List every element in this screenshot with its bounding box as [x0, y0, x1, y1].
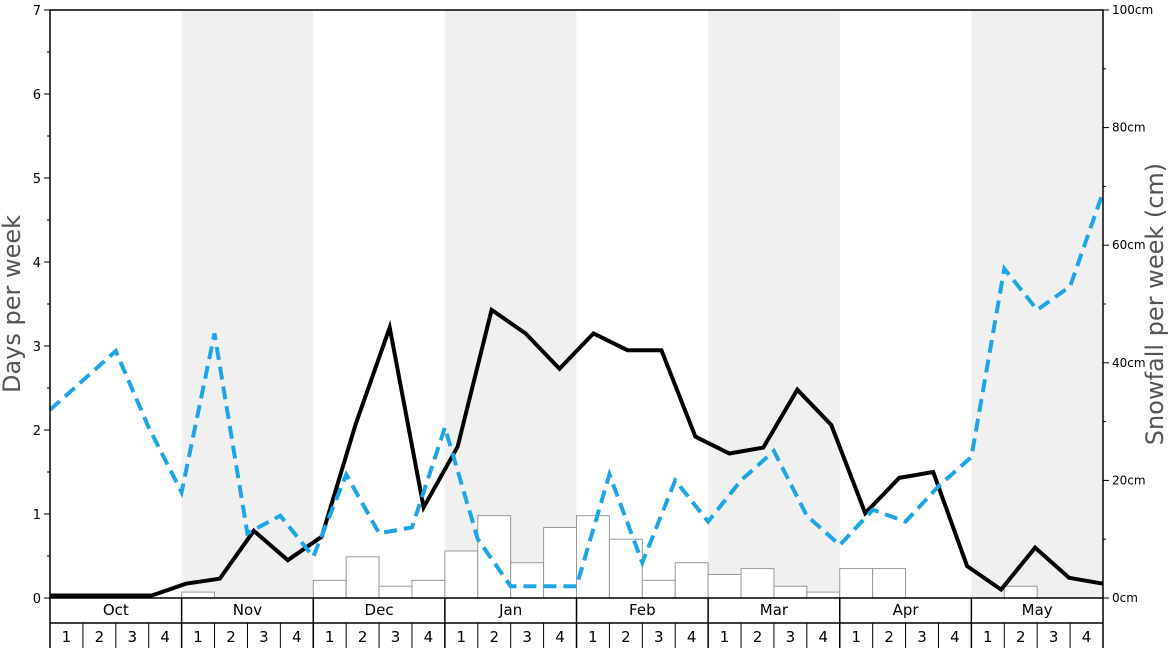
left-tick-label: 0 [33, 592, 41, 607]
week-label: 3 [391, 628, 401, 646]
month-label: Mar [760, 601, 789, 619]
week-label: 2 [621, 628, 631, 646]
right-tick-label: 20cm [1112, 473, 1146, 487]
snowfall-bar [1003, 585, 1038, 599]
snowfall-bar [378, 585, 413, 599]
right-tick-label: 80cm [1112, 121, 1146, 135]
week-label: 3 [786, 628, 796, 646]
snowfall-bar [444, 550, 479, 599]
snowfall-bar [312, 579, 347, 599]
right-tick-label: 0cm [1112, 591, 1138, 605]
month-label: Dec [365, 601, 394, 619]
snowfall-bar [477, 515, 512, 599]
snowfall-bar [707, 573, 742, 599]
right-tick-label: 100cm [1112, 3, 1153, 17]
month-shade-mar [708, 10, 840, 598]
week-label: 4 [160, 628, 170, 646]
snowfall-bar [806, 591, 841, 599]
snowfall-bar [411, 579, 446, 599]
week-label: 1 [851, 628, 861, 646]
left-tick-label: 7 [33, 4, 41, 19]
month-label: Feb [629, 601, 656, 619]
right-axis: 0cm 20cm 40cm 60cm 80cm 100cm [1103, 3, 1153, 605]
left-tick-label: 2 [33, 424, 41, 439]
left-tick-label: 6 [33, 88, 41, 103]
snowfall-bar [510, 562, 545, 599]
snowfall-bar [576, 515, 610, 599]
month-label: May [1022, 601, 1053, 619]
week-label: 3 [917, 628, 927, 646]
week-label: 2 [753, 628, 763, 646]
snowfall-bar [740, 568, 775, 599]
snowfall-bar [181, 591, 216, 599]
week-label: 1 [720, 628, 730, 646]
month-label: Jan [498, 601, 522, 619]
week-label: 1 [193, 628, 203, 646]
week-label: 1 [983, 628, 993, 646]
month-label: Apr [893, 601, 920, 619]
week-label: 2 [489, 628, 499, 646]
right-axis-title: Snowfall per week (cm) [1141, 163, 1168, 445]
left-tick-label: 4 [33, 256, 41, 271]
week-label: 4 [1082, 628, 1092, 646]
week-label: 1 [325, 628, 335, 646]
snowfall-bar [641, 579, 676, 599]
week-label: 4 [292, 628, 302, 646]
left-axis: 0 1 2 3 4 5 6 7 [33, 4, 50, 607]
week-label: 2 [1016, 628, 1026, 646]
week-label: 4 [424, 628, 434, 646]
x-axis: Oct 1 2 3 4 Nov 1 2 3 4 Dec 1 2 3 4 Jan 1 2 3 4 Feb 1 2 3 4 Mar 1 2… [49, 598, 1104, 648]
left-tick-label: 5 [33, 172, 41, 187]
right-tick-label: 60cm [1112, 238, 1146, 252]
week-label: 4 [555, 628, 565, 646]
month-shade-nov [181, 10, 314, 598]
snowfall-bar [872, 568, 907, 599]
days-per-week-line [50, 306, 1104, 598]
snowfall-bar [345, 556, 380, 599]
month-shade-may [971, 10, 1103, 598]
week-label: 3 [654, 628, 664, 646]
week-label: 4 [950, 628, 960, 646]
month-label: Oct [103, 601, 129, 619]
snowfall-bar [773, 585, 808, 599]
month-shade-jan [444, 10, 577, 598]
week-label: 2 [226, 628, 236, 646]
week-label: 4 [819, 628, 829, 646]
week-label: 4 [687, 628, 697, 646]
days-line [50, 306, 1104, 598]
snowfall-bar [839, 568, 874, 599]
week-label: 1 [588, 628, 598, 646]
week-label: 2 [95, 628, 105, 646]
week-label: 1 [457, 628, 467, 646]
left-tick-label: 3 [33, 340, 41, 355]
week-label: 1 [62, 628, 72, 646]
snowfall-bar [674, 562, 709, 599]
right-tick-label: 40cm [1112, 356, 1146, 370]
week-label: 3 [127, 628, 137, 646]
week-label: 2 [358, 628, 368, 646]
month-shading [181, 10, 1103, 598]
week-label: 3 [259, 628, 269, 646]
left-axis-title: Days per week [0, 215, 26, 393]
week-label: 3 [1049, 628, 1059, 646]
month-label: Nov [233, 601, 262, 619]
week-label: 3 [522, 628, 532, 646]
left-tick-label: 1 [33, 508, 41, 523]
snowfall-bars [181, 515, 1038, 599]
week-label: 2 [884, 628, 894, 646]
